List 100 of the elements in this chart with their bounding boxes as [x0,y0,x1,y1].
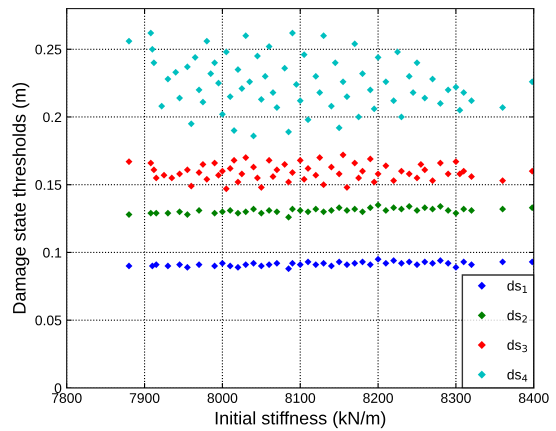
point [460,206,467,212]
point [528,258,534,266]
point [468,207,475,214]
point [289,260,296,267]
y-axis-title: Damage state thresholds (m) [12,82,30,314]
point [242,261,250,268]
point [164,262,172,270]
x-tick-label: 8100 [285,393,316,403]
point [452,264,460,271]
x-axis-title: Initial stiffness (kN/m) [216,411,386,428]
point [460,258,467,266]
x-tick-label: 8400 [518,393,549,403]
point [258,262,265,270]
point [437,203,444,210]
point [242,208,250,216]
point [398,260,405,267]
point [390,257,397,264]
point [266,261,272,268]
point [336,258,342,266]
point [196,207,202,214]
point [126,211,132,218]
point [250,206,257,212]
x-tick-label: 8200 [363,393,393,403]
point [219,208,226,216]
point [211,210,218,216]
point [351,260,358,267]
point [234,210,242,216]
point [289,206,296,212]
point [429,260,436,267]
point [211,262,218,270]
point [437,257,444,264]
point [336,204,342,212]
point [234,264,242,271]
x-tick-label: 7800 [52,393,82,403]
x-tick-label: 8300 [441,393,471,403]
point [184,211,191,218]
point [367,204,374,212]
legend-label: ds$_{2}$ [507,310,527,322]
point [359,208,366,216]
point [444,207,452,214]
point [184,264,191,271]
point [196,261,202,268]
legend-label: ds$_{3}$ [507,340,528,352]
point [468,261,475,268]
y-tick-label: 0.25 [35,44,62,54]
point [374,202,382,208]
point [382,260,390,267]
point [429,206,436,212]
point [274,260,280,267]
point [164,210,172,216]
point [382,207,390,214]
point [320,260,327,267]
point [312,261,320,268]
point [359,258,366,266]
legend-label: ds$_{4}$ [507,369,528,382]
point [351,206,358,212]
x-tick-label: 8000 [208,393,238,403]
point [499,206,506,212]
y-tick-label: 0.15 [35,180,62,190]
point [126,262,132,270]
legend-label: ds$_{1}$ [507,280,527,293]
point [406,258,413,266]
point [398,206,405,212]
point [152,210,160,216]
point [296,261,304,268]
y-tick-label: 0.05 [35,316,62,326]
point [406,203,413,210]
point [176,261,183,268]
point [452,210,460,216]
point [250,260,257,267]
point [367,261,374,268]
point [320,208,327,216]
point [499,258,506,266]
point [176,208,183,216]
point [414,261,420,268]
y-tick-label: 0.2 [43,112,62,122]
point [328,207,335,214]
point [304,258,312,266]
point [226,207,234,214]
x-tick-label: 7900 [130,393,160,403]
point [285,214,292,221]
point [421,258,428,266]
point [152,261,160,268]
point [147,210,154,216]
point [304,208,312,216]
point [414,207,420,214]
point [285,265,292,272]
point [344,207,350,214]
point [266,207,272,214]
point [226,262,234,270]
point [374,256,382,263]
y-tick-label: 0 [54,383,62,394]
point [344,261,350,268]
point [328,262,335,270]
point [274,208,280,216]
point [390,204,397,212]
point [219,260,226,267]
y-tick-label: 0.1 [43,248,62,258]
point [312,206,320,212]
point [444,260,452,267]
